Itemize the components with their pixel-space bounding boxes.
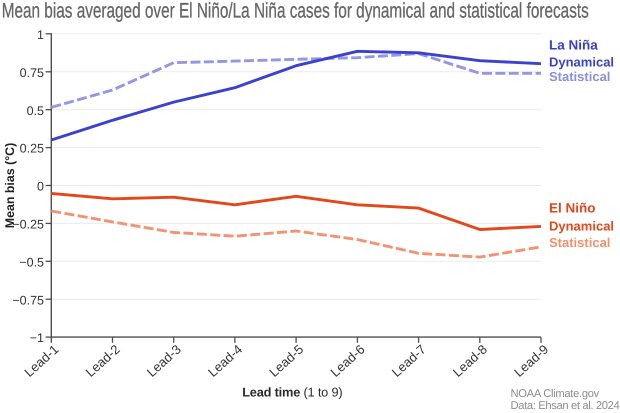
svg-text:1: 1 xyxy=(37,28,44,42)
svg-text:−0.75: −0.75 xyxy=(12,293,44,307)
svg-text:La Niña: La Niña xyxy=(549,38,598,53)
svg-text:Statistical: Statistical xyxy=(549,69,610,84)
svg-text:NOAA Climate.gov: NOAA Climate.gov xyxy=(511,388,600,400)
svg-text:Mean bias averaged over El Niñ: Mean bias averaged over El Niño/La Niña … xyxy=(2,0,589,22)
svg-text:−0.5: −0.5 xyxy=(19,255,44,269)
svg-text:0: 0 xyxy=(37,180,44,194)
svg-text:Mean bias (°C): Mean bias (°C) xyxy=(3,143,17,228)
svg-text:Statistical: Statistical xyxy=(549,235,610,250)
svg-text:Data: Ehsan et al. 2024: Data: Ehsan et al. 2024 xyxy=(511,400,620,412)
svg-text:0.5: 0.5 xyxy=(27,104,44,118)
svg-text:Lead time (1 to 9): Lead time (1 to 9) xyxy=(242,384,342,399)
svg-text:El Niño: El Niño xyxy=(549,201,596,216)
svg-text:Dynamical: Dynamical xyxy=(549,219,614,234)
svg-text:0.75: 0.75 xyxy=(20,66,44,80)
svg-text:−0.25: −0.25 xyxy=(12,218,44,232)
svg-text:−1: −1 xyxy=(30,331,44,345)
svg-text:Dynamical: Dynamical xyxy=(549,54,614,69)
svg-text:0.25: 0.25 xyxy=(20,142,44,156)
